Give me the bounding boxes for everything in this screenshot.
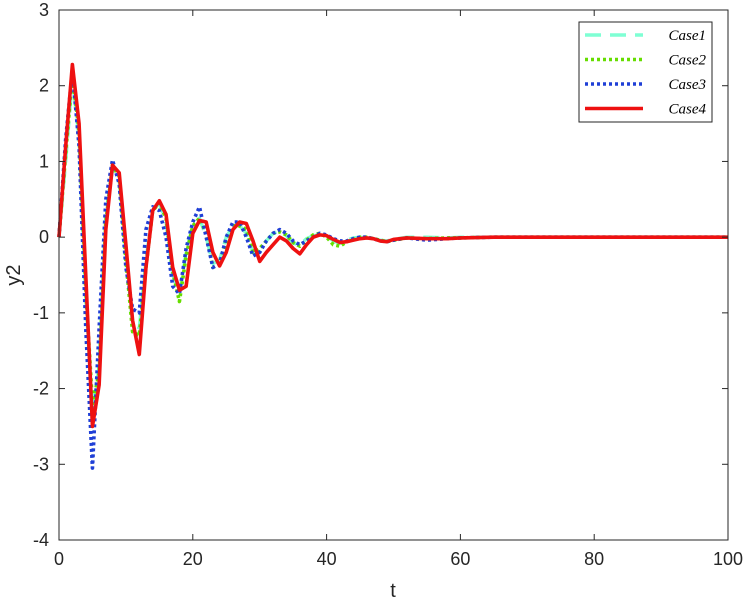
legend: Case1 Case2 Case3 Case4 (578, 21, 713, 123)
x-tick-label: 60 (450, 549, 470, 569)
legend-box (578, 21, 713, 123)
x-tick-label: 20 (183, 549, 203, 569)
y-tick-label: -4 (33, 530, 49, 550)
y-tick-label: 1 (39, 151, 49, 171)
x-tick-label: 80 (584, 549, 604, 569)
y-tick-label: 3 (39, 0, 49, 20)
series-line-case4 (57, 62, 728, 429)
x-tick-label: 40 (317, 549, 337, 569)
y-tick-label: -3 (33, 454, 49, 474)
y-tick-label: 2 (39, 76, 49, 96)
legend-label-case1: Case1 (669, 28, 707, 44)
y-tick-label: -1 (33, 303, 49, 323)
x-tick-label: 0 (54, 549, 64, 569)
y-axis-title: y2 (3, 264, 25, 285)
x-axis-title: t (390, 580, 396, 601)
series-layer (57, 62, 728, 470)
legend-label-case2: Case2 (669, 53, 707, 69)
axis-layer: 0 20 40 60 80 100 -4 -3 -2 -1 0 1 2 3 (33, 0, 743, 569)
legend-label-case4: Case4 (669, 102, 707, 118)
y-tick-label: 0 (39, 227, 49, 247)
y-tick-label: -2 (33, 379, 49, 399)
legend-label-case3: Case3 (669, 77, 707, 93)
axes-box (58, 9, 729, 541)
x-tick-label: 100 (713, 549, 743, 569)
